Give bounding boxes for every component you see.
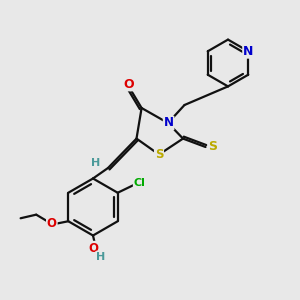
- Text: S: S: [208, 140, 217, 154]
- Text: H: H: [96, 251, 105, 262]
- Text: N: N: [243, 45, 254, 58]
- Text: O: O: [47, 217, 57, 230]
- Text: O: O: [88, 242, 98, 255]
- Text: O: O: [124, 77, 134, 91]
- Text: S: S: [155, 148, 163, 161]
- Text: H: H: [92, 158, 100, 169]
- Text: N: N: [164, 116, 174, 130]
- Text: Cl: Cl: [134, 178, 146, 188]
